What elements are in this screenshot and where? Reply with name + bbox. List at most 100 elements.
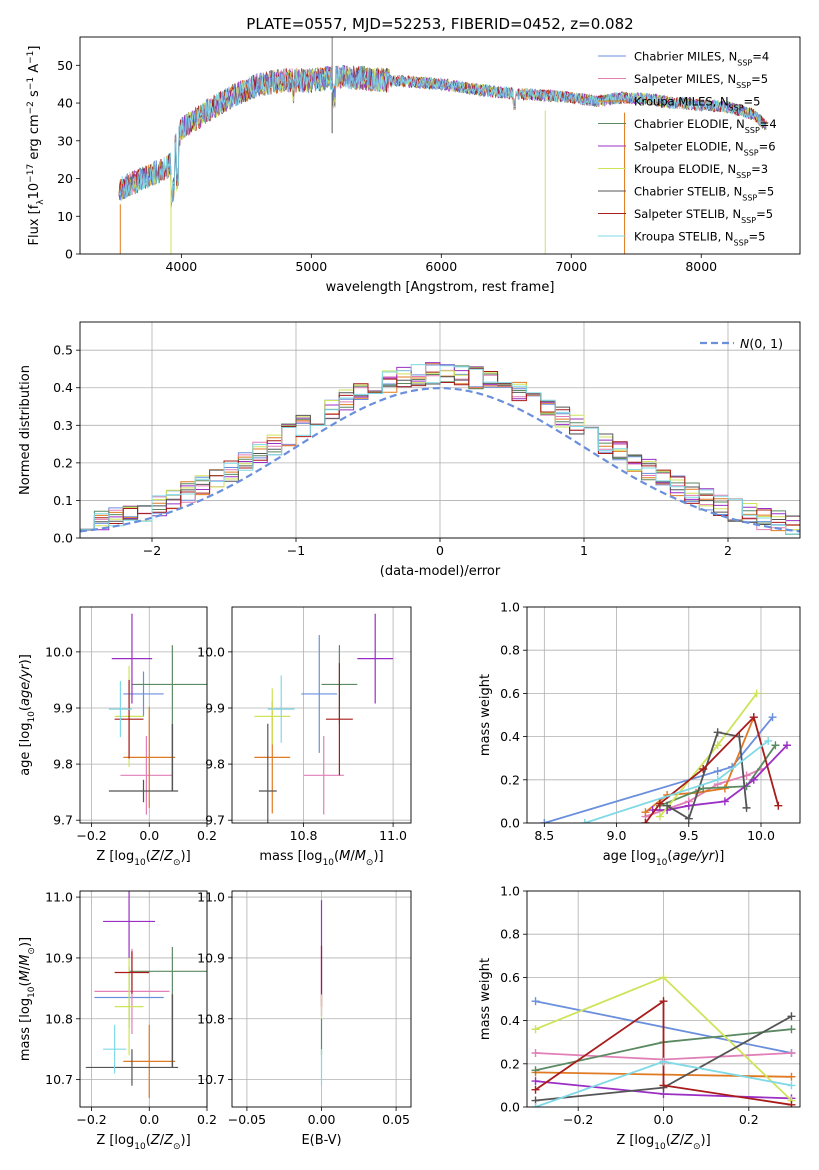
y-axis-label: mass weight	[478, 674, 493, 756]
weight-marker	[771, 741, 780, 750]
y-tick-label: 1.0	[500, 884, 520, 899]
errorbar-chabrier-miles	[123, 671, 164, 717]
y-tick-label: 9.7	[205, 813, 225, 828]
y-tick-label: 0.5	[53, 343, 73, 358]
panel-mass-vs-ebv: −0.05 0.00 0.05 10.7 10.8 10.9 11.0 E(B-V)	[197, 890, 412, 1148]
errorbar-salpeter-stelib	[114, 951, 150, 994]
histogram-step-kroupa-stelib	[80, 364, 800, 538]
errorbar-chabrier-stelib	[85, 1049, 179, 1086]
y-tick-label: 0.2	[53, 455, 73, 470]
y-tick-label: 0.6	[500, 686, 520, 701]
y-tick-label: 20	[57, 171, 73, 186]
errorbar-salpeter-stelib	[325, 663, 353, 776]
y-tick-label: 9.8	[53, 757, 73, 772]
weight-marker	[735, 732, 744, 741]
weight-marker	[659, 1057, 668, 1066]
errorbar-salpeter-miles	[303, 736, 344, 815]
errorbar-chabrier-miles	[301, 635, 338, 753]
y-tick-label: 0.2	[500, 1056, 520, 1071]
weight-marker	[787, 1081, 796, 1090]
weight-marker	[713, 775, 722, 784]
legend-label-kroupa-elodie: Kroupa ELODIE, NSSP=3	[634, 162, 768, 180]
weight-marker	[580, 819, 589, 823]
x-tick-label: 8000	[685, 259, 717, 274]
weight-marker	[742, 803, 751, 812]
axes-frame	[79, 606, 208, 824]
x-tick-label: 0.0	[139, 828, 159, 843]
x-axis-label: E(B-V)	[301, 1133, 341, 1148]
errorbar-salpeter-elodie	[357, 613, 394, 704]
weight-marker	[720, 797, 729, 806]
x-tick-label: 0.0	[139, 1112, 159, 1127]
weight-marker	[655, 799, 664, 808]
legend: N(0, 1)	[700, 336, 783, 351]
legend-label-kroupa-stelib: Kroupa STELIB, NSSP=5	[634, 230, 765, 248]
panel-age-vs-Z: −0.2 0.0 0.2 9.7 9.8 9.9 10.0 Z [log10(Z/Z⊙)] ag…	[18, 606, 217, 868]
legend-label-normal: N(0, 1)	[740, 336, 783, 351]
weight-marker	[659, 1081, 668, 1090]
errorbar-kroupa-elodie	[114, 957, 144, 1056]
x-tick-label: 0.00	[308, 1112, 336, 1127]
weight-marker	[752, 689, 761, 698]
errorbar-salpeter-stelib	[114, 679, 144, 759]
y-tick-label: 10.8	[197, 1011, 225, 1026]
y-tick-label: 1.0	[500, 600, 520, 615]
legend: Chabrier MILES, NSSP=4 Salpeter MILES, NS…	[598, 50, 777, 248]
y-tick-label: 50	[57, 58, 73, 73]
weight-marker	[787, 1025, 796, 1034]
legend-label-chabrier-miles: Chabrier MILES, NSSP=4	[634, 50, 769, 68]
x-tick-label: −1	[287, 543, 305, 558]
errorbar-salpeter-elodie	[111, 613, 153, 704]
x-tick-label: 0.05	[382, 1112, 410, 1127]
axes-frame	[526, 606, 801, 824]
errorbar-kroupa-stelib	[108, 681, 132, 738]
weight-marker	[774, 801, 783, 810]
x-tick-label: −0.2	[76, 1112, 106, 1127]
x-axis-label: mass [log10(M/M⊙)]	[259, 849, 383, 868]
x-tick-label: 10.0	[747, 828, 775, 843]
weight-series-kroupa-stelib	[580, 736, 773, 823]
y-tick-label: 30	[57, 133, 73, 148]
panel-spectrum: 4000 5000 6000 7000 8000 0 10 20 30 40 50 wavelengt…	[26, 36, 801, 295]
weight-marker	[663, 801, 672, 810]
axes-frame	[79, 321, 801, 539]
errorbar-kroupa-stelib	[103, 1024, 127, 1074]
weight-marker	[531, 997, 540, 1006]
x-tick-label: 4000	[165, 259, 197, 274]
spectrum-line-chabrier-miles	[118, 66, 767, 203]
y-tick-label: 9.8	[205, 757, 225, 772]
weight-series-kroupa-stelib	[531, 1057, 796, 1107]
errorbar-kroupa-elodie	[254, 688, 291, 745]
axes-frame	[526, 890, 801, 1108]
weight-marker	[684, 814, 693, 823]
weight-marker	[531, 1103, 540, 1107]
y-tick-label: 0.8	[500, 643, 520, 658]
y-tick-label: 0.3	[53, 418, 73, 433]
panel-mass-vs-Z: −0.2 0.0 0.2 10.7 10.8 10.9 11.0 Z [log10(Z/Z⊙)…	[18, 890, 217, 1152]
weight-marker	[720, 784, 729, 793]
x-axis-label: Z [log10(Z/Z⊙)]	[616, 1133, 710, 1152]
weight-marker	[659, 997, 668, 1006]
axes-frame	[79, 36, 801, 255]
weight-marker	[749, 775, 758, 784]
x-tick-label: −0.2	[76, 828, 106, 843]
y-tick-label: 11.0	[45, 890, 73, 905]
y-tick-label: 0.0	[500, 1100, 520, 1115]
weight-marker	[699, 765, 708, 773]
errorbar-kroupa-miles	[123, 1024, 176, 1098]
y-tick-label: 0.4	[500, 729, 520, 744]
legend-label-salpeter-miles: Salpeter MILES, NSSP=5	[634, 72, 768, 90]
x-tick-label: 2	[724, 543, 732, 558]
weight-marker	[531, 1049, 540, 1057]
weight-line	[544, 716, 774, 823]
x-tick-label: 7000	[555, 259, 587, 274]
y-tick-label: 0	[65, 247, 73, 262]
errorbar-kroupa-miles	[123, 706, 176, 808]
y-tick-label: 40	[57, 96, 73, 111]
weight-line	[534, 999, 792, 1106]
y-tick-label: 9.7	[53, 813, 73, 828]
y-tick-label: 0.6	[500, 970, 520, 985]
spectrum-line-kroupa-stelib	[118, 64, 767, 202]
y-tick-label: 9.9	[205, 700, 225, 715]
weight-marker	[713, 741, 722, 750]
